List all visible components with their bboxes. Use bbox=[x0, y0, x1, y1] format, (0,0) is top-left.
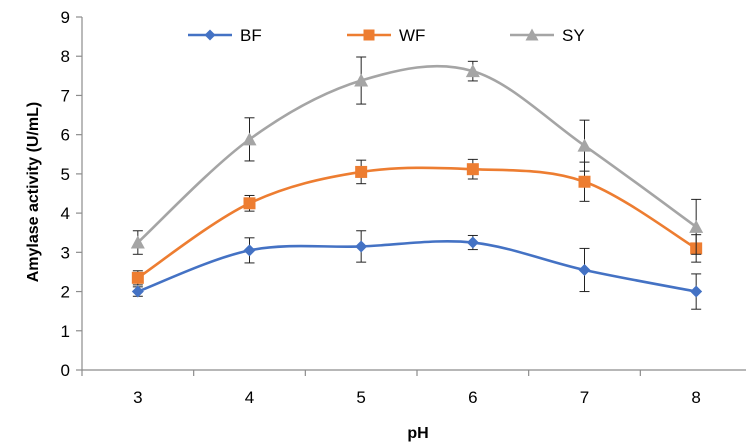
data-point-sy bbox=[689, 219, 704, 233]
y-tick-label: 6 bbox=[61, 126, 70, 145]
data-point-wf bbox=[243, 197, 256, 210]
data-point-wf bbox=[131, 271, 144, 284]
data-point-sy bbox=[130, 235, 145, 249]
data-point-sy bbox=[577, 138, 592, 152]
data-point-sy bbox=[465, 64, 480, 78]
legend-marker-bf bbox=[204, 29, 216, 41]
legend-label-sy: SY bbox=[562, 26, 585, 45]
data-point-bf bbox=[466, 236, 479, 249]
legend-marker-wf bbox=[363, 29, 375, 41]
data-point-wf bbox=[578, 175, 591, 188]
series-line-wf bbox=[137, 166, 697, 279]
series-line-sy bbox=[136, 64, 697, 244]
y-axis-title: Amylase activity (U/mL) bbox=[25, 102, 42, 283]
y-tick-label: 4 bbox=[61, 204, 70, 223]
x-tick-label: 4 bbox=[245, 388, 254, 407]
data-point-bf bbox=[355, 240, 368, 253]
data-point-wf bbox=[466, 163, 479, 176]
y-tick-label: 1 bbox=[61, 322, 70, 341]
data-point-bf bbox=[690, 285, 703, 298]
legend-item-wf: WF bbox=[347, 26, 425, 45]
legend-item-bf: BF bbox=[188, 26, 262, 45]
series-sy bbox=[130, 56, 704, 255]
legend-label-bf: BF bbox=[240, 26, 262, 45]
legend-item-sy: SY bbox=[510, 26, 585, 45]
series-layer bbox=[130, 56, 704, 310]
legend-marker-sy bbox=[525, 28, 539, 41]
x-axis-title: pH bbox=[407, 425, 428, 442]
x-tick-label: 3 bbox=[133, 388, 142, 407]
y-tick-label: 9 bbox=[61, 8, 70, 27]
x-tick-label: 6 bbox=[468, 388, 477, 407]
x-tick-label: 5 bbox=[356, 388, 365, 407]
data-point-bf bbox=[578, 263, 591, 276]
data-point-sy bbox=[242, 132, 257, 146]
data-point-wf bbox=[355, 165, 368, 178]
y-tick-label: 0 bbox=[61, 361, 70, 380]
series-line-bf bbox=[137, 240, 697, 293]
data-point-bf bbox=[131, 285, 144, 298]
axes: 0 1 2 3 4 5 6 7 8 9 3 4 5 6 7 8 bbox=[61, 8, 746, 407]
y-tick-label: 2 bbox=[61, 283, 70, 302]
data-point-bf bbox=[243, 244, 256, 257]
legend: BF WF SY bbox=[188, 26, 585, 45]
series-bf bbox=[131, 230, 703, 310]
data-point-sy bbox=[354, 73, 369, 87]
x-tick-label: 8 bbox=[691, 388, 700, 407]
x-tick-label: 7 bbox=[580, 388, 589, 407]
y-tick-label: 3 bbox=[61, 243, 70, 262]
y-tick-label: 7 bbox=[61, 86, 70, 105]
y-tick-label: 8 bbox=[61, 47, 70, 66]
legend-label-wf: WF bbox=[399, 26, 425, 45]
series-wf bbox=[131, 158, 703, 286]
y-tick-label: 5 bbox=[61, 165, 70, 184]
